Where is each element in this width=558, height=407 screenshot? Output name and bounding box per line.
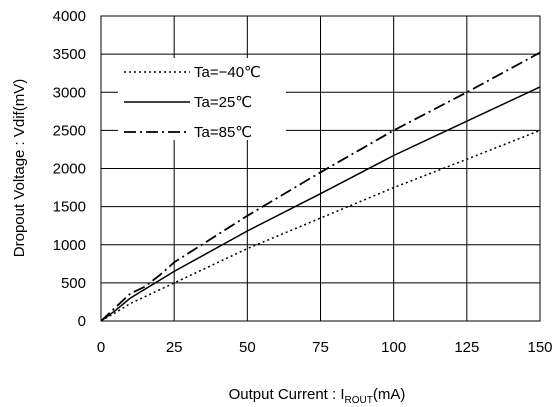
y-tick-label: 3500 [53,46,86,63]
x-tick-label: 100 [381,339,406,356]
legend-label-2: Ta=25℃ [194,94,252,111]
x-tick-label: 25 [166,339,183,356]
y-tick-label: 2000 [53,161,86,178]
x-axis-label-main: Output Current : I [229,386,345,403]
series-lines [100,51,541,322]
x-axis-label-unit: (mA) [373,386,406,403]
y-tick-label: 500 [61,275,86,292]
x-tick-label: 150 [527,339,552,356]
x-tick-labels: 0 25 50 75 100 125 150 [97,339,553,356]
x-axis-label-subscript: ROUT [345,395,373,406]
y-tick-label: 4000 [53,8,86,25]
x-tick-label: 0 [97,339,105,356]
x-tick-label: 125 [454,339,479,356]
plot-frame [100,15,541,322]
x-axis-label: Output Current : IROUT(mA) [229,386,406,406]
legend: Ta=−40℃ Ta=25℃ Ta=85℃ [118,58,286,141]
series-line-3 [100,51,541,322]
y-tick-label: 2500 [53,122,86,139]
y-tick-label: 3000 [53,84,86,101]
y-axis-label: Dropout Voltage : Vdif(mV) [11,79,28,257]
legend-label-1: Ta=−40℃ [194,64,261,81]
x-tick-label: 75 [312,339,329,356]
y-tick-label: 0 [78,313,86,330]
grid [100,15,541,322]
y-tick-label: 1000 [53,237,86,254]
y-tick-labels: 0 500 1000 1500 2000 2500 3000 3500 4000 [53,8,86,330]
legend-label-3: Ta=85℃ [194,124,252,141]
y-tick-label: 1500 [53,199,86,216]
x-tick-label: 50 [239,339,256,356]
series-line-2 [100,86,541,322]
